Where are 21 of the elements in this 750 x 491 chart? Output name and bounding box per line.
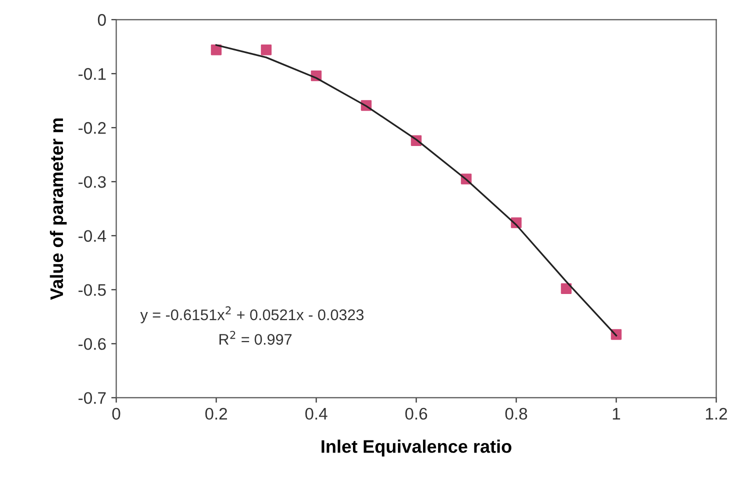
y-tick-label: -0.4 [78,230,106,242]
y-tick-label: 0 [98,14,106,26]
y-tick-label: -0.6 [78,338,106,350]
x-tick-label: 0.6 [405,408,428,420]
annotation: y = -0.6151x$^{2}$ + 0.0521x - 0.0323 [140,306,364,324]
y-tick-label: -0.5 [78,284,106,296]
x-tick-label: 0.2 [205,408,227,420]
y-tick-label: -0.3 [78,176,106,188]
y-tick-label: -0.2 [78,122,106,134]
x-tick-label: 1 [612,408,620,420]
point [260,44,272,56]
point [560,283,572,294]
x-tick-label: 0.4 [305,408,328,420]
y-axis-title: Value of parameter m [50,118,67,300]
y-tick-label: -0.7 [78,392,106,404]
x-axis-title: Inlet Equivalence ratio [322,440,512,456]
x-tick-label: 0 [112,408,120,420]
x-tick-label: 0.8 [505,408,528,420]
x-tick-label: 1.2 [706,408,727,420]
y-tick-label: -0.1 [78,68,106,80]
annotation: R$^{2}$ = 0.997 [220,330,292,345]
